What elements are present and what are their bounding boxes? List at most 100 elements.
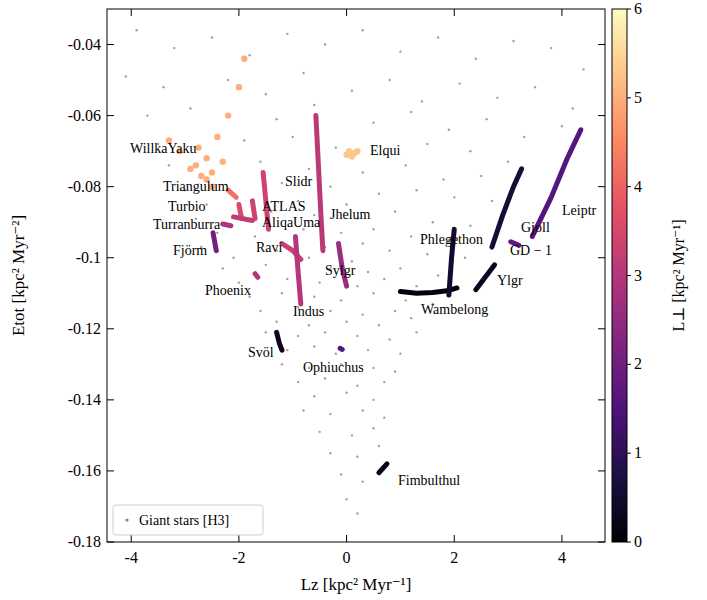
star-point [146, 114, 148, 116]
x-tick [561, 9, 562, 16]
star-point [232, 257, 234, 259]
star-point [383, 416, 385, 418]
star-point [189, 107, 191, 109]
star-point [453, 196, 455, 198]
star-point [394, 210, 396, 212]
stream-track [228, 190, 236, 197]
star-point [297, 381, 299, 383]
colorbar-tick [627, 186, 631, 187]
stream-label: Ophiuchus [303, 360, 364, 375]
colorbar-tick-label: 2 [634, 355, 642, 372]
star-point [356, 512, 358, 514]
star-point [308, 168, 310, 170]
stream-track [277, 332, 282, 350]
stream-point [220, 159, 226, 165]
plot-frame [107, 9, 605, 542]
x-tick-label: 0 [343, 549, 351, 566]
star-point [394, 310, 396, 312]
y-tick [598, 399, 605, 400]
y-tick-label: -0.04 [68, 36, 101, 53]
star-point [432, 221, 434, 223]
star-point [362, 29, 364, 31]
background-stars [125, 29, 585, 515]
y-tick-label: -0.06 [68, 107, 101, 124]
star-point [281, 292, 283, 294]
stream [340, 348, 342, 349]
star-point [485, 118, 487, 120]
star-point [469, 150, 471, 152]
star-point [351, 434, 353, 436]
star-point [372, 228, 374, 230]
star-point [512, 40, 514, 42]
star-point [286, 349, 288, 351]
stream [492, 169, 522, 247]
stream-label: ATLAS [262, 199, 306, 214]
star-point [254, 235, 256, 237]
stream [223, 224, 231, 226]
star-point [388, 249, 390, 251]
stream-track [316, 116, 323, 251]
star-point [265, 93, 267, 95]
star-point [507, 161, 509, 163]
star-point [523, 136, 525, 138]
star-point [561, 125, 563, 127]
star-point [362, 171, 364, 173]
star-point [550, 47, 552, 49]
star-point [426, 143, 428, 145]
x-tick [131, 9, 132, 16]
stream-label: Turranburra [153, 217, 221, 232]
star-point [302, 409, 304, 411]
star-point [335, 146, 337, 148]
stream-label: Gjoll [521, 220, 550, 235]
star-point [227, 79, 229, 81]
star-point [356, 285, 358, 287]
star-point [388, 338, 390, 340]
colorbar: 0123456L⊥ [kpc² Myr⁻¹] [612, 0, 688, 550]
star-point [362, 480, 364, 482]
stream [255, 274, 258, 278]
legend: Giant stars [H3] [113, 505, 263, 535]
chart: -4-2024-0.18-0.16-0.14-0.12-0.1-0.08-0.0… [0, 0, 707, 600]
star-point [410, 235, 412, 237]
star-point [372, 399, 374, 401]
star-point [125, 75, 127, 77]
x-tick [454, 535, 455, 542]
stream-point [225, 112, 231, 118]
star-point [340, 232, 342, 234]
star-point [340, 473, 342, 475]
star-point [259, 161, 261, 163]
y-tick [107, 115, 114, 116]
x-tick-label: -2 [232, 549, 245, 566]
y-tick [107, 470, 114, 471]
stream-track [340, 348, 342, 349]
x-tick [454, 9, 455, 16]
star-point [367, 349, 369, 351]
star-point [329, 413, 331, 415]
star-point [415, 285, 417, 287]
star-point [345, 320, 347, 322]
stream [476, 265, 495, 290]
star-point [437, 36, 439, 38]
stream-label: Triangulum [163, 179, 229, 194]
colorbar-tick-label: 4 [634, 178, 642, 195]
stream-track [492, 169, 522, 247]
x-tick [238, 9, 239, 16]
star-point [534, 86, 536, 88]
star-point [222, 267, 224, 269]
star-point [372, 292, 374, 294]
x-tick [238, 535, 239, 542]
star-point [216, 232, 218, 234]
star-point [421, 100, 423, 102]
star-point [313, 345, 315, 347]
stream-label: Ylgr [497, 273, 523, 288]
stream [379, 464, 387, 473]
y-tick [598, 186, 605, 187]
x-tick [346, 535, 347, 542]
star-point [415, 331, 417, 333]
star-point [313, 104, 315, 106]
star-point [399, 267, 401, 269]
stream-point [193, 162, 199, 168]
x-tick [346, 9, 347, 16]
star-point [399, 50, 401, 52]
star-point [292, 136, 294, 138]
